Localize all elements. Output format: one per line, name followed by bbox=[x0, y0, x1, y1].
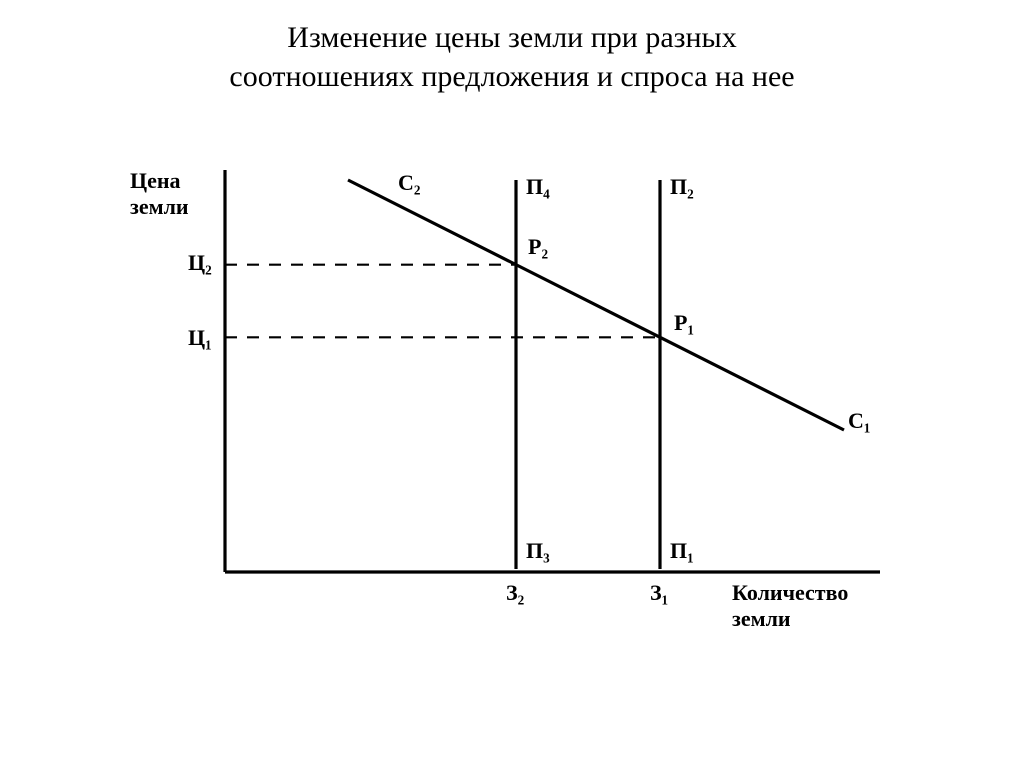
economics-chart: Цена земли Количество земли П₄ П₃ П₂ П₁ С₂ С₁… bbox=[130, 160, 900, 630]
point-label-P2: Р₂ bbox=[528, 234, 548, 260]
supply-bottom-label-0: П₃ bbox=[526, 538, 550, 564]
x-tick-label-0: З₂ bbox=[506, 580, 524, 606]
page-title: Изменение цены земли при разных соотноше… bbox=[0, 18, 1024, 96]
chart-svg bbox=[130, 160, 900, 630]
y-tick-label-1: Ц₁ bbox=[188, 325, 212, 351]
supply-bottom-label-1: П₁ bbox=[670, 538, 694, 564]
point-label-P1: Р₁ bbox=[674, 310, 694, 336]
y-tick-label-0: Ц₂ bbox=[188, 250, 212, 276]
x-tick-label-1: З₁ bbox=[650, 580, 668, 606]
demand-start-label: С₂ bbox=[398, 170, 420, 196]
x-axis-label: Количество земли bbox=[732, 580, 848, 632]
supply-top-label-0: П₄ bbox=[526, 174, 550, 200]
y-axis-label: Цена земли bbox=[130, 168, 189, 220]
demand-end-label: С₁ bbox=[848, 408, 870, 434]
supply-top-label-1: П₂ bbox=[670, 174, 694, 200]
slide: Изменение цены земли при разных соотноше… bbox=[0, 0, 1024, 767]
